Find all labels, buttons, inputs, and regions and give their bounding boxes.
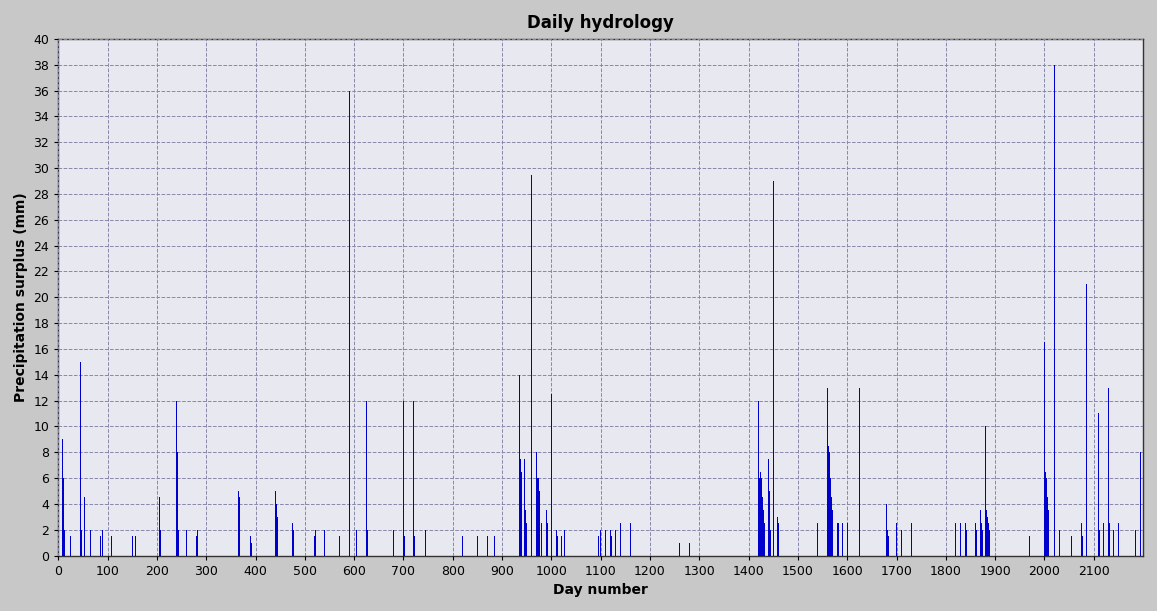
Y-axis label: Precipitation surplus (mm): Precipitation surplus (mm) xyxy=(14,192,28,402)
Title: Daily hydrology: Daily hydrology xyxy=(528,14,675,32)
X-axis label: Day number: Day number xyxy=(553,583,648,597)
